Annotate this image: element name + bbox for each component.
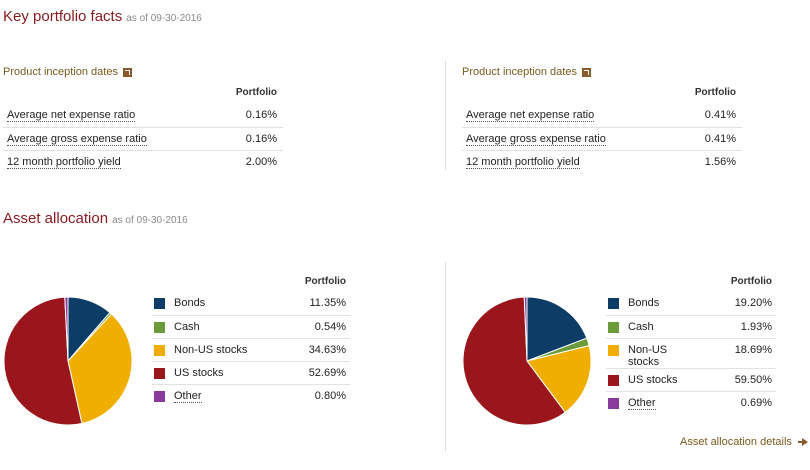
gross-expense-ratio-value: 0.41% [687,127,742,151]
bonds-swatch [154,298,165,309]
table-row: US stocks 59.50% [606,368,776,392]
table-row: US stocks 52.69% [152,361,350,385]
pie-slice-us [462,296,566,426]
inception-label: Product inception dates [462,66,577,78]
facts-table: Portfolio Average net expense ratio 0.41… [462,86,742,173]
pie-slice-nonus [67,313,133,425]
external-link-icon [581,67,591,77]
table-row: Bonds 19.20% [606,292,776,316]
facts-table: Portfolio Average net expense ratio 0.16… [3,86,283,173]
table-row: Other 0.69% [606,391,776,414]
pie-slice-nonus [526,344,592,414]
facts-as-of: as of 09-30-2016 [126,13,202,24]
gross-expense-ratio-label[interactable]: Average gross expense ratio [466,132,606,146]
facts-title: Key portfolio facts [3,8,123,25]
table-row: Bonds 11.35% [152,292,350,316]
table-row: 12 month portfolio yield 2.00% [3,150,283,173]
non-us-stocks-value: 34.63% [302,338,350,362]
non-us-stocks-label: Non-US stocks [628,338,728,369]
non-us-stocks-label: Non-US stocks [174,338,302,362]
portfolio-yield-value: 2.00% [245,155,277,168]
facts-panel-left: Product inception dates Portfolio Averag… [3,62,283,173]
other-label[interactable]: Other [174,389,202,403]
other-value: 0.69% [740,396,772,409]
table-row: Average net expense ratio 0.16% [3,104,283,128]
allocation-pie-chart-left [3,296,133,426]
product-inception-dates-link[interactable]: Product inception dates [462,66,591,78]
asset-allocation-heading: Asset allocation as of 09-30-2016 [3,210,188,227]
inception-label: Product inception dates [3,66,118,78]
table-row: Average net expense ratio 0.41% [462,104,742,128]
non-us-stocks-swatch [608,344,619,356]
cash-label: Cash [174,315,302,339]
gross-expense-ratio-label[interactable]: Average gross expense ratio [7,132,147,146]
bonds-label: Bonds [174,292,302,316]
cash-value: 1.93% [728,315,776,339]
us-stocks-value: 59.50% [728,368,776,392]
allocation-title: Asset allocation [3,210,109,227]
allocation-divider [445,262,446,452]
table-row: Non-US stocks 18.69% [606,338,776,369]
other-swatch [608,397,619,409]
net-expense-ratio-value: 0.41% [687,104,742,128]
product-inception-dates-link[interactable]: Product inception dates [3,66,132,78]
cash-swatch [608,321,619,333]
pie-slice-other [64,296,69,362]
cash-label: Cash [628,315,728,339]
table-row: Cash 1.93% [606,315,776,339]
arrow-right-icon [797,438,808,446]
pie-slice-us [3,296,83,426]
table-row: Cash 0.54% [152,315,350,339]
portfolio-yield-value: 1.56% [704,155,736,168]
bonds-swatch [608,298,619,309]
table-row: Average gross expense ratio 0.41% [462,127,742,151]
bonds-label: Bonds [628,292,728,316]
table-row: Average gross expense ratio 0.16% [3,127,283,151]
table-row: 12 month portfolio yield 1.56% [462,150,742,173]
cash-swatch [154,321,165,333]
col-header-portfolio: Portfolio [235,86,277,98]
allocation-table: Portfolio Bonds 11.35% Cash 0.54% Non-US… [152,270,350,407]
bonds-value: 19.20% [728,292,776,316]
portfolio-yield-label[interactable]: 12 month portfolio yield [7,155,121,169]
us-stocks-swatch [608,374,619,386]
table-row: Other 0.80% [152,384,350,407]
details-link-label: Asset allocation details [680,436,792,448]
other-value: 0.80% [314,389,346,402]
allocation-as-of: as of 09-30-2016 [112,215,188,226]
other-label[interactable]: Other [628,396,656,410]
portfolio-yield-label[interactable]: 12 month portfolio yield [466,155,580,169]
facts-divider [445,60,446,170]
gross-expense-ratio-value: 0.16% [228,127,283,151]
allocation-pie-chart-right [462,296,592,426]
key-portfolio-facts-heading: Key portfolio facts as of 09-30-2016 [3,8,202,25]
col-header-portfolio: Portfolio [304,275,346,287]
allocation-table: Portfolio Bonds 19.20% Cash 1.93% Non-US… [606,270,776,414]
asset-allocation-details-link[interactable]: Asset allocation details [680,436,808,448]
us-stocks-swatch [154,367,165,379]
net-expense-ratio-label[interactable]: Average net expense ratio [7,109,136,123]
non-us-stocks-swatch [154,344,165,356]
net-expense-ratio-label[interactable]: Average net expense ratio [466,109,595,123]
facts-panel-right: Product inception dates Portfolio Averag… [462,62,742,173]
col-header-portfolio: Portfolio [694,86,736,98]
non-us-stocks-value: 18.69% [728,338,776,369]
pie-slice-other [523,296,528,362]
other-swatch [154,390,165,402]
col-header-portfolio: Portfolio [730,275,772,287]
table-row: Non-US stocks 34.63% [152,338,350,362]
us-stocks-label: US stocks [628,368,728,392]
pie-slice-bonds [526,296,588,362]
allocation-panel-right: Portfolio Bonds 19.20% Cash 1.93% Non-US… [606,270,776,414]
us-stocks-label: US stocks [174,361,302,385]
cash-value: 0.54% [302,315,350,339]
bonds-value: 11.35% [302,292,350,316]
us-stocks-value: 52.69% [302,361,350,385]
external-link-icon [122,67,132,77]
net-expense-ratio-value: 0.16% [228,104,283,128]
allocation-panel-left: Portfolio Bonds 11.35% Cash 0.54% Non-US… [152,270,350,407]
